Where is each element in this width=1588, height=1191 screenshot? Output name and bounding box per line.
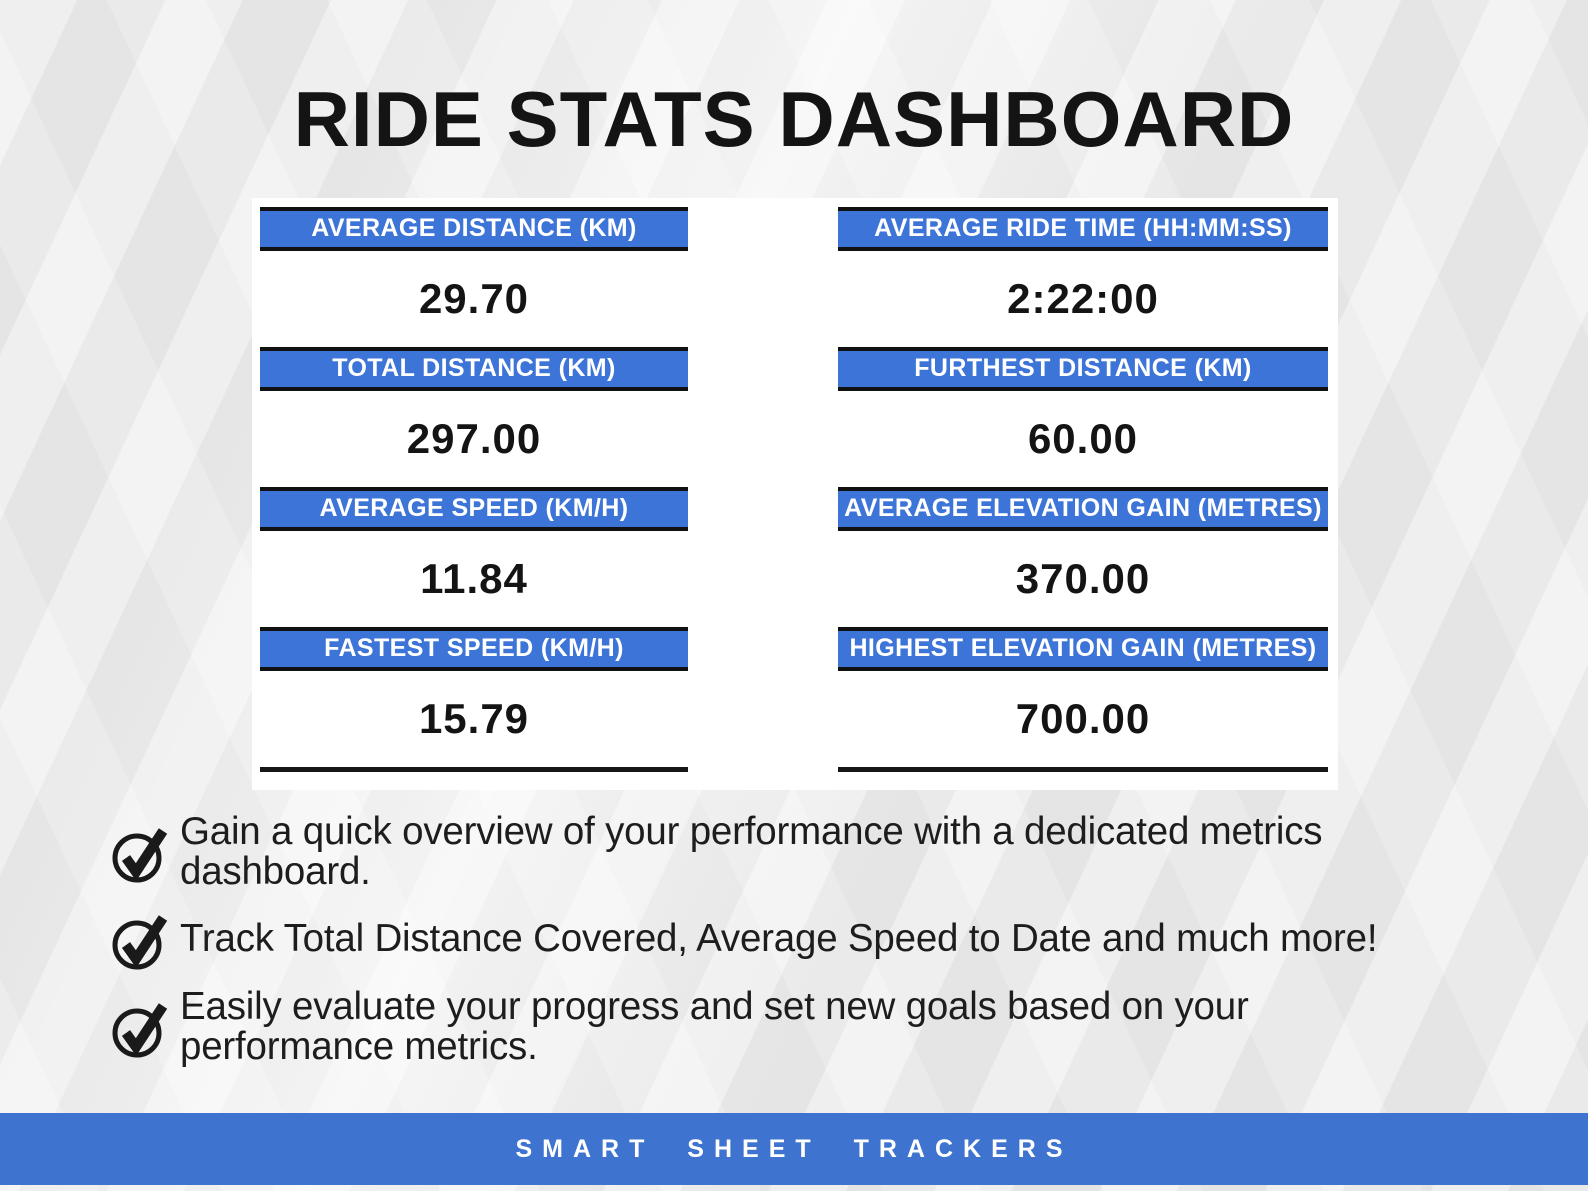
check-circle-icon (112, 1003, 168, 1058)
stat-average-ride-time: AVERAGE RIDE TIME (HH:MM:SS) 2:22:00 (838, 207, 1328, 347)
bullet-item: Track Total Distance Covered, Average Sp… (110, 906, 1454, 972)
column-bottom-rule (260, 767, 688, 772)
stat-value: 60.00 (1027, 415, 1139, 462)
footer-bar: SMART SHEET TRACKERS (0, 1113, 1588, 1185)
stat-label: HIGHEST ELEVATION GAIN (METRES) (838, 627, 1328, 671)
brand-name: SMART SHEET TRACKERS (515, 1134, 1073, 1163)
stat-value: 11.84 (420, 555, 528, 602)
stat-average-speed: AVERAGE SPEED (KM/H) 11.84 (260, 487, 688, 627)
stat-furthest-distance: FURTHEST DISTANCE (KM) 60.00 (838, 347, 1328, 487)
stat-label: TOTAL DISTANCE (KM) (260, 347, 688, 391)
bullet-text: Easily evaluate your progress and set ne… (180, 985, 1249, 1068)
column-bottom-rule (838, 767, 1328, 772)
stat-label: AVERAGE ELEVATION GAIN (METRES) (838, 487, 1328, 531)
stat-label: AVERAGE DISTANCE (KM) (260, 207, 688, 251)
stats-panel: AVERAGE DISTANCE (KM) 29.70 TOTAL DISTAN… (252, 198, 1338, 790)
stat-label: AVERAGE SPEED (KM/H) (260, 487, 688, 531)
bullet-text: Gain a quick overview of your performanc… (180, 810, 1323, 893)
stat-value: 297.00 (406, 415, 542, 462)
stats-column-right: AVERAGE RIDE TIME (HH:MM:SS) 2:22:00 FUR… (838, 207, 1328, 790)
stat-total-distance: TOTAL DISTANCE (KM) 297.00 (260, 347, 688, 487)
stats-column-left: AVERAGE DISTANCE (KM) 29.70 TOTAL DISTAN… (260, 207, 688, 790)
stat-label: AVERAGE RIDE TIME (HH:MM:SS) (838, 207, 1328, 251)
stat-value: 700.00 (1015, 695, 1151, 742)
check-circle-icon (112, 915, 168, 970)
stat-value: 2:22:00 (1007, 275, 1159, 322)
stat-value: 29.70 (418, 275, 530, 322)
bullet-list: Gain a quick overview of your performanc… (110, 812, 1454, 1067)
stat-fastest-speed: FASTEST SPEED (KM/H) 15.79 (260, 627, 688, 767)
bullet-item: Easily evaluate your progress and set ne… (110, 987, 1454, 1066)
stat-value: 370.00 (1015, 555, 1151, 602)
stat-average-distance: AVERAGE DISTANCE (KM) 29.70 (260, 207, 688, 347)
page-title: RIDE STATS DASHBOARD (293, 75, 1295, 163)
stat-value: 15.79 (418, 695, 530, 742)
bullet-text: Track Total Distance Covered, Average Sp… (180, 917, 1378, 961)
stat-label: FASTEST SPEED (KM/H) (260, 627, 688, 671)
stat-average-elevation-gain: AVERAGE ELEVATION GAIN (METRES) 370.00 (838, 487, 1328, 627)
stat-label: FURTHEST DISTANCE (KM) (838, 347, 1328, 391)
stat-highest-elevation-gain: HIGHEST ELEVATION GAIN (METRES) 700.00 (838, 627, 1328, 767)
bullet-item: Gain a quick overview of your performanc… (110, 812, 1454, 891)
check-circle-icon (112, 827, 168, 883)
